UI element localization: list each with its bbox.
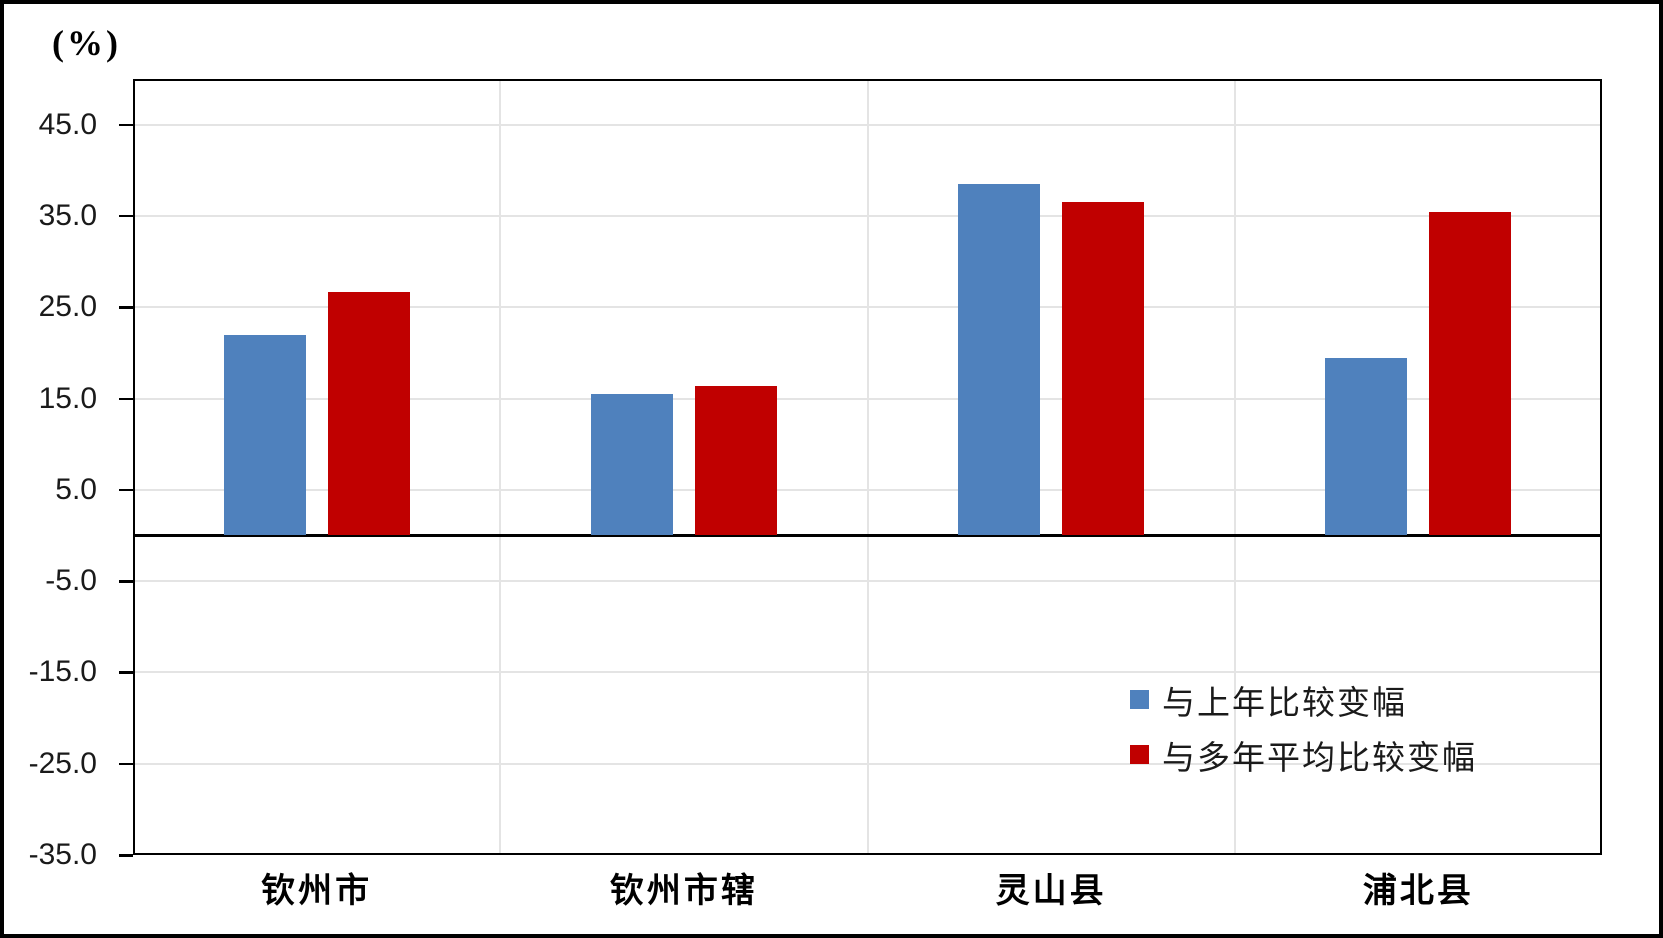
y-tick-label: 15.0 bbox=[38, 381, 97, 415]
legend-item-series-2: 与多年平均比较变幅 bbox=[1130, 727, 1477, 782]
y-axis-unit-label: (%) bbox=[52, 23, 121, 63]
gridline-vertical bbox=[1233, 79, 1236, 855]
y-tick-mark bbox=[119, 762, 133, 766]
legend-label-series-2: 与多年平均比较变幅 bbox=[1162, 740, 1477, 777]
legend-swatch-blue-icon bbox=[1130, 690, 1149, 709]
y-tick-label: 5.0 bbox=[55, 472, 97, 506]
legend-label-series-1: 与上年比较变幅 bbox=[1162, 685, 1407, 722]
y-tick-label: -15.0 bbox=[28, 655, 97, 689]
y-tick-mark bbox=[119, 671, 133, 674]
y-tick-mark bbox=[119, 488, 133, 492]
y-tick-mark bbox=[119, 854, 133, 857]
y-tick-mark bbox=[119, 397, 133, 401]
bar-与上年比较变幅-钦州市 bbox=[223, 334, 306, 536]
y-tick-mark bbox=[119, 214, 133, 218]
y-tick-label: -35.0 bbox=[28, 838, 97, 871]
x-category-label: 钦州市 bbox=[261, 873, 373, 910]
y-tick-label: 35.0 bbox=[38, 198, 97, 232]
y-tick-label: -25.0 bbox=[28, 746, 97, 780]
bar-与上年比较变幅-灵山县 bbox=[958, 183, 1041, 536]
zero-baseline bbox=[133, 533, 1602, 537]
x-category-label: 灵山县 bbox=[995, 873, 1107, 910]
legend-item-series-1: 与上年比较变幅 bbox=[1130, 672, 1477, 727]
bar-与多年平均比较变幅-浦北县 bbox=[1429, 212, 1512, 536]
y-tick-mark bbox=[119, 123, 133, 127]
gridline-vertical bbox=[866, 79, 869, 855]
x-category-label: 浦北县 bbox=[1362, 873, 1474, 910]
bar-与上年比较变幅-浦北县 bbox=[1325, 358, 1408, 536]
bar-与多年平均比较变幅-钦州市 bbox=[327, 291, 410, 536]
gridline-vertical bbox=[499, 79, 502, 855]
y-tick-mark bbox=[119, 580, 133, 583]
y-tick-mark bbox=[119, 306, 133, 309]
plot-area bbox=[133, 79, 1602, 855]
y-tick-label: 25.0 bbox=[38, 290, 97, 324]
legend-swatch-red-icon bbox=[1130, 745, 1149, 764]
y-tick-label: 45.0 bbox=[38, 107, 97, 141]
bar-与上年比较变幅-钦州市辖 bbox=[590, 393, 673, 536]
legend: 与上年比较变幅 与多年平均比较变幅 bbox=[1130, 672, 1477, 782]
bar-与多年平均比较变幅-钦州市辖 bbox=[694, 385, 777, 536]
bar-与多年平均比较变幅-灵山县 bbox=[1062, 202, 1145, 536]
x-category-label: 钦州市辖 bbox=[609, 873, 758, 910]
y-tick-label: -5.0 bbox=[45, 564, 97, 598]
